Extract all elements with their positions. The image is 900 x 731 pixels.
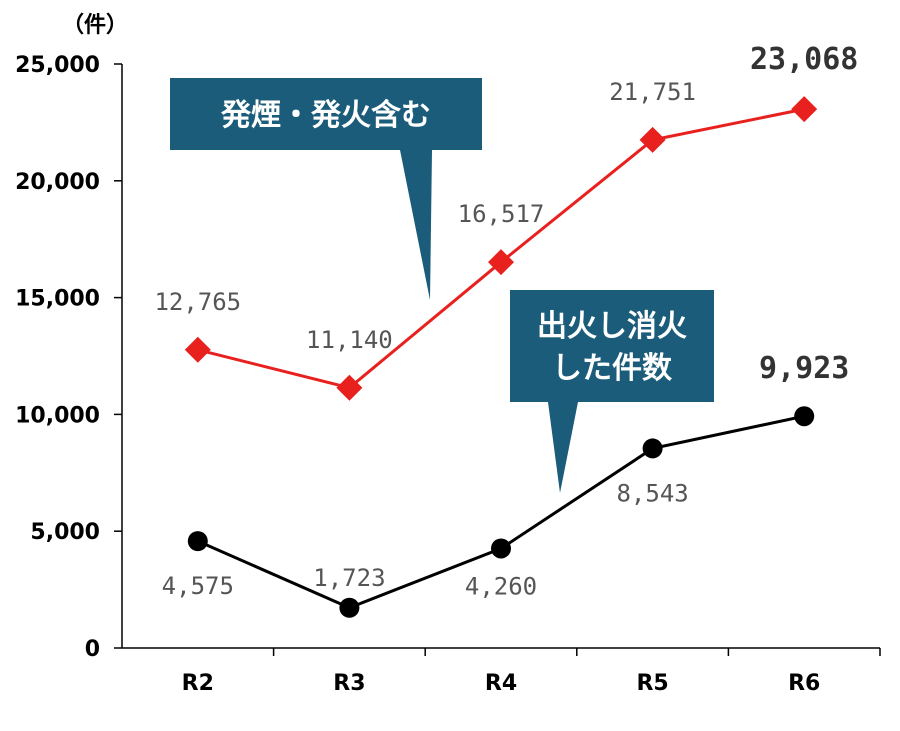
y-unit-label: （件） bbox=[62, 13, 128, 38]
series-point bbox=[791, 96, 818, 123]
series-point bbox=[339, 597, 360, 618]
data-label: 23,068 bbox=[750, 42, 858, 77]
callout-label: 出火し消火 bbox=[537, 309, 687, 344]
callout-pointer bbox=[548, 402, 578, 493]
y-tick-label: 0 bbox=[85, 637, 100, 662]
series-point bbox=[336, 374, 363, 401]
x-tick-label: R6 bbox=[788, 671, 820, 696]
series-point bbox=[184, 336, 211, 363]
y-tick-label: 20,000 bbox=[15, 170, 100, 195]
x-tick-label: R3 bbox=[333, 671, 365, 696]
data-label: 21,751 bbox=[609, 78, 696, 106]
data-label: 4,575 bbox=[162, 572, 234, 600]
data-label: 11,140 bbox=[306, 326, 393, 354]
x-tick-label: R4 bbox=[485, 671, 517, 696]
y-tick-label: 5,000 bbox=[30, 520, 100, 545]
series-layer bbox=[184, 96, 818, 618]
data-labels: 12,765 11,140 16,517 21,751 23,068 4,575 1,723… bbox=[154, 42, 858, 600]
series-point bbox=[187, 531, 208, 552]
series-point bbox=[488, 249, 514, 276]
series-point bbox=[491, 538, 511, 559]
data-label: 16,517 bbox=[458, 200, 545, 228]
y-tick-label: 25,000 bbox=[15, 53, 100, 78]
series-point bbox=[642, 438, 663, 459]
series-point bbox=[794, 406, 815, 427]
y-tick-label: 15,000 bbox=[15, 287, 100, 312]
callout-label: した件数 bbox=[552, 351, 673, 386]
y-tick-label: 10,000 bbox=[15, 403, 100, 428]
series-point bbox=[639, 126, 666, 153]
data-label: 9,923 bbox=[759, 351, 849, 386]
x-tick-label: R5 bbox=[636, 671, 668, 696]
callout-box bbox=[510, 290, 714, 402]
data-label: 1,723 bbox=[313, 564, 385, 592]
data-label: 4,260 bbox=[465, 572, 537, 600]
data-label: 8,543 bbox=[616, 479, 688, 507]
callout-pointer bbox=[400, 150, 432, 300]
callout-label: 発煙・発火含む bbox=[220, 98, 431, 133]
x-tick-label: R2 bbox=[182, 671, 214, 696]
callout-box bbox=[170, 78, 482, 150]
data-label: 12,765 bbox=[154, 288, 241, 316]
axes: 0 5,000 10,000 15,000 20,000 25,000 （件） R2 R3 R4 R… bbox=[15, 13, 881, 696]
